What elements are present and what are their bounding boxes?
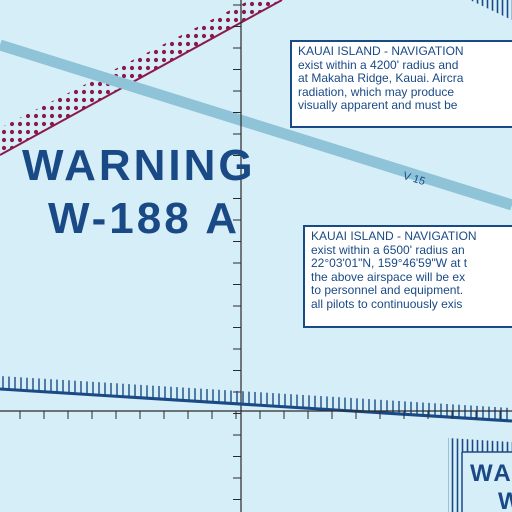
note-line: exist within a 4200' radius and [298, 57, 459, 72]
note-line: the above airspace will be ex [311, 269, 466, 284]
warning-area-name: WARNING [22, 141, 256, 190]
warning-area-id: W-188 A [48, 194, 241, 243]
warning-area-boundary [0, 376, 512, 423]
note-line: to personnel and equipment. [311, 283, 464, 297]
meridian-ticks [233, 4, 241, 500]
note-line: 22°03'01"N, 159°46'59"W at t [311, 256, 468, 270]
adjacent-area-boundary [448, 438, 512, 512]
airway-v15 [0, 39, 512, 211]
parallel-ticks [19, 411, 501, 419]
navigation-note-2[interactable]: KAUAI ISLAND - NAVIGATION exist within a… [303, 225, 512, 328]
note-title: KAUAI ISLAND - NAVIGATION [298, 44, 464, 58]
adjacent-area-id: W [498, 488, 512, 512]
adjacent-area-label: WA [470, 460, 512, 487]
note-line: visually apparent and must be [298, 98, 458, 112]
note-line: all pilots to continuously exis [311, 296, 463, 311]
navigation-note-1[interactable]: KAUAI ISLAND - NAVIGATION exist within a… [290, 40, 512, 128]
note-line: radiation, which may produce [298, 84, 455, 99]
note-title: KAUAI ISLAND - NAVIGATION [311, 229, 477, 243]
restricted-area-boundary [0, 0, 283, 156]
note-line: exist within a 6500' radius an [311, 242, 465, 257]
boundary-hatch-top [470, 0, 512, 20]
note-line: at Makaha Ridge, Kauai. Aircra [298, 71, 464, 85]
